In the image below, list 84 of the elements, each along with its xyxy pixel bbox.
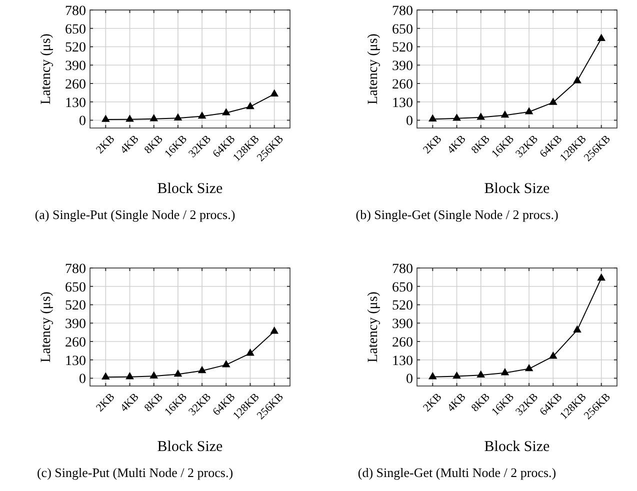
y-tick-label: 0 (406, 114, 413, 130)
point (198, 111, 206, 119)
point (270, 326, 278, 334)
y-axis-title: Latency (μs) (39, 291, 54, 362)
y-tick-label: 780 (392, 4, 413, 19)
point (597, 273, 606, 281)
x-tick-label: 8KB (469, 133, 492, 156)
point (452, 371, 461, 379)
point (548, 352, 558, 359)
y-tick-label: 130 (65, 354, 86, 369)
point (428, 372, 437, 380)
point (222, 360, 230, 368)
y-tick-label: 260 (392, 335, 413, 350)
y-tick-label: 0 (406, 372, 413, 388)
y-tick-label: 130 (392, 96, 413, 111)
y-axis-title: Latency (μs) (39, 33, 54, 104)
y-tick-label: 780 (65, 4, 86, 19)
y-tick-label: 0 (79, 114, 86, 130)
point (500, 368, 510, 376)
y-tick-label: 260 (392, 77, 413, 92)
point (102, 372, 110, 380)
y-tick-label: 520 (392, 298, 413, 314)
point (102, 114, 110, 122)
y-tick-label: 390 (65, 317, 86, 332)
text: (b) Single-Get (Single Node / 2 procs.) (356, 207, 558, 222)
y-tick-label: 650 (65, 22, 86, 38)
x-tick-label: 8KB (142, 133, 166, 156)
text: (d) Single-Get (Multi Node / 2 procs.) (358, 465, 556, 480)
x-axis-title: Block Size (157, 181, 224, 197)
point (476, 370, 486, 378)
point (548, 98, 558, 105)
point (500, 110, 510, 118)
y-tick-label: 520 (65, 298, 86, 314)
point (573, 325, 582, 332)
y-tick-label: 520 (392, 40, 413, 56)
point (573, 76, 582, 84)
x-tick-label: 2KB (94, 133, 118, 156)
y-tick-label: 260 (65, 77, 86, 92)
y-tick-label: 390 (392, 59, 413, 74)
point (524, 107, 534, 114)
y-tick-label: 650 (65, 280, 86, 296)
x-tick-label: 4KB (445, 133, 468, 156)
point (476, 112, 486, 120)
y-tick-label: 390 (392, 317, 413, 332)
x-tick-label: 2KB (94, 391, 118, 414)
y-tick-label: 390 (65, 59, 86, 74)
x-axis-title: Block Size (484, 181, 550, 197)
y-tick-label: 780 (65, 262, 86, 277)
point (597, 34, 606, 41)
y-tick-label: 780 (392, 262, 413, 277)
x-tick-label: 8KB (469, 391, 492, 414)
x-tick-label: 4KB (118, 391, 142, 414)
point (174, 369, 182, 377)
point (452, 114, 461, 121)
point (428, 114, 437, 122)
point (126, 114, 134, 122)
point (222, 108, 230, 116)
y-tick-label: 650 (392, 280, 413, 296)
x-tick-label: 8KB (142, 391, 166, 414)
y-tick-label: 650 (392, 22, 413, 38)
point (246, 102, 254, 110)
x-axis-title: Block Size (484, 439, 550, 455)
y-tick-label: 0 (79, 372, 86, 388)
x-tick-label: 4KB (445, 391, 468, 414)
point (150, 114, 158, 122)
x-axis-title: Block Size (157, 439, 224, 455)
point (246, 348, 254, 356)
y-tick-label: 130 (392, 354, 413, 369)
x-tick-label: 2KB (421, 391, 444, 414)
point (524, 364, 534, 372)
text: (c) Single-Put (Multi Node / 2 procs.) (36, 465, 234, 480)
y-tick-label: 520 (65, 40, 86, 56)
y-axis-title: Latency (μs) (366, 291, 381, 362)
x-tick-label: 2KB (421, 133, 444, 156)
y-tick-label: 260 (65, 335, 86, 350)
y-tick-label: 130 (65, 96, 86, 111)
point (270, 89, 278, 96)
point (198, 366, 206, 374)
x-tick-label: 4KB (118, 133, 142, 156)
y-axis-title: Latency (μs) (366, 33, 381, 104)
point (126, 372, 134, 380)
point (150, 371, 158, 379)
text: (a) Single-Put (Single Node / 2 procs.) (34, 207, 236, 222)
point (174, 113, 182, 121)
